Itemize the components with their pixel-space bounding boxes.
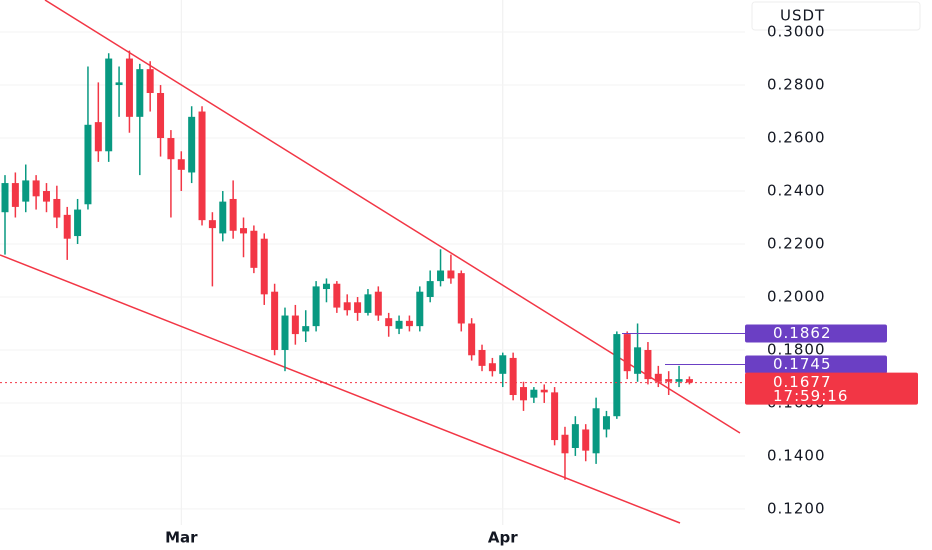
- candle-body: [685, 379, 693, 383]
- candle-body: [105, 58, 113, 152]
- candle-body: [94, 122, 102, 152]
- price-tag: [745, 355, 887, 374]
- candle-body: [42, 191, 50, 202]
- candle-body: [22, 180, 30, 202]
- candle-body: [613, 334, 621, 417]
- candle-body: [208, 220, 216, 229]
- candle-body: [115, 82, 123, 86]
- candle-body: [551, 392, 559, 441]
- candle-body: [540, 389, 548, 393]
- candle-body: [592, 408, 600, 454]
- candle-body: [654, 373, 662, 382]
- y-tick-label: 0.1400: [767, 446, 826, 464]
- price-tag: [745, 324, 887, 343]
- candle-body: [623, 334, 631, 372]
- candle-body: [333, 283, 341, 308]
- y-tick-label: 0.2200: [767, 235, 826, 253]
- candle-body: [84, 124, 92, 205]
- candle-body: [250, 230, 258, 268]
- price-tag-label: 0.1745: [773, 355, 832, 373]
- candle-body: [146, 69, 154, 93]
- candle-body: [488, 363, 496, 372]
- candle-body: [602, 416, 610, 430]
- candle-body: [354, 302, 362, 313]
- candle-body: [374, 291, 382, 316]
- candle-body: [395, 320, 403, 329]
- candle-body: [520, 387, 527, 401]
- candle-body: [416, 291, 424, 327]
- candle-body: [675, 379, 683, 382]
- candle-body: [125, 58, 133, 117]
- y-tick-label: 0.3000: [767, 23, 826, 41]
- candle-body: [468, 323, 476, 356]
- candle-body: [167, 138, 175, 160]
- unit-label: USDT: [780, 7, 825, 25]
- candle-body: [364, 294, 372, 313]
- y-tick-label: 0.1200: [767, 499, 826, 517]
- candle-body: [219, 201, 227, 234]
- candle-body: [499, 355, 507, 374]
- candle-body: [229, 198, 237, 231]
- unit-box: [751, 1, 921, 31]
- candle-body: [634, 347, 642, 374]
- candle-body: [271, 291, 279, 350]
- y-tick-label: 0.1800: [767, 340, 826, 358]
- candle-body: [53, 198, 61, 218]
- candle-body: [302, 326, 310, 332]
- candle-body: [322, 283, 330, 290]
- candle-body: [177, 159, 185, 170]
- candle-body: [63, 214, 71, 239]
- candle-body: [157, 92, 165, 139]
- candle-body: [426, 281, 434, 297]
- trend-line: [0, 254, 681, 524]
- x-tick-label: Mar: [165, 529, 198, 547]
- candle-body: [32, 180, 40, 197]
- y-tick-label: 0.2600: [767, 129, 826, 147]
- y-tick-label: 0.2800: [767, 76, 826, 94]
- candle-body: [136, 69, 144, 117]
- x-tick-label: Apr: [488, 529, 518, 547]
- y-tick-label: 0.2000: [767, 287, 826, 305]
- candle-body: [457, 273, 465, 324]
- candle-body: [447, 270, 455, 279]
- candle-body: [198, 111, 206, 221]
- candle-body: [405, 320, 413, 327]
- candle-body: [343, 302, 351, 311]
- candle-body: [582, 429, 590, 451]
- candle-body: [644, 349, 652, 380]
- candle-body: [312, 286, 320, 327]
- candle-body: [437, 270, 445, 282]
- y-tick-label: 0.2400: [767, 182, 826, 200]
- candle-body: [240, 228, 248, 234]
- candle-body: [478, 349, 486, 366]
- candle-body: [561, 434, 569, 454]
- candle-body: [291, 315, 299, 335]
- candle-body: [11, 183, 19, 207]
- candle-body: [260, 238, 268, 295]
- candle-body: [530, 389, 538, 398]
- candle-body: [571, 424, 579, 449]
- price-tag-label: 0.1677: [773, 373, 832, 391]
- candle-body: [385, 318, 393, 327]
- candle-body: [1, 183, 9, 213]
- candle-body: [509, 357, 517, 396]
- candle-body: [665, 379, 673, 382]
- price-tag: [745, 372, 918, 405]
- candle-body: [188, 116, 196, 173]
- candle-body: [74, 209, 82, 237]
- countdown-label: 17:59:16: [773, 387, 848, 405]
- price-tag-label: 0.1862: [773, 324, 832, 342]
- candle-body: [281, 315, 289, 350]
